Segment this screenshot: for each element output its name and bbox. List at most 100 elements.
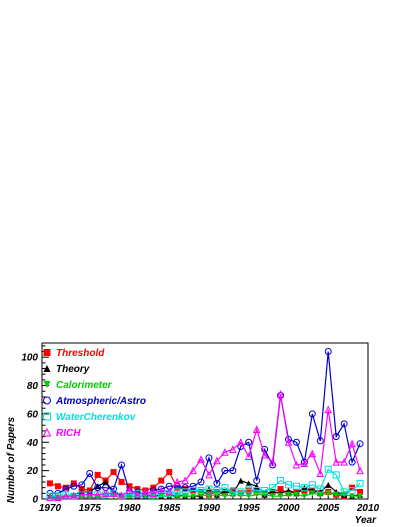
data-point (284, 481, 292, 489)
data-point (252, 425, 261, 434)
y-tick-label: 40 (26, 438, 39, 449)
legend-label: Calorimeter (56, 380, 113, 391)
data-point (356, 440, 364, 448)
data-point (333, 491, 340, 498)
data-point (197, 486, 205, 494)
data-point (181, 476, 189, 485)
data-point (54, 483, 61, 490)
data-point (229, 488, 237, 496)
data-point (133, 490, 142, 499)
legend-label: Theory (56, 364, 90, 375)
y-axis: 0 20 40 60 80 100 (21, 345, 49, 506)
data-point (157, 486, 166, 494)
data-point (189, 466, 197, 475)
data-point (237, 477, 244, 484)
data-point (253, 486, 261, 494)
data-point (308, 410, 316, 418)
data-point (348, 439, 356, 448)
data-point (356, 466, 364, 475)
data-point (349, 493, 356, 500)
data-point (229, 445, 237, 453)
y-axis-label: Number of Papers (6, 416, 17, 503)
data-point (86, 469, 94, 477)
plot-border (41, 342, 369, 500)
x-tick-label: 1985 (158, 503, 181, 514)
x-tick-label: 1970 (39, 503, 62, 514)
data-point (78, 481, 86, 489)
data-point (117, 492, 126, 500)
legend-item-rich: RICH (42, 427, 81, 439)
data-point (197, 478, 205, 486)
series-line (49, 479, 361, 499)
data-point (357, 493, 364, 500)
data-point (101, 489, 110, 497)
y-tick-label: 100 (21, 353, 38, 364)
data-point (277, 486, 284, 493)
data-point (269, 493, 276, 500)
data-point (158, 477, 165, 484)
data-point (205, 454, 213, 462)
y-tick-label: 60 (27, 409, 39, 420)
x-tick-label: 1975 (79, 503, 102, 514)
data-point (356, 479, 364, 487)
data-point (142, 487, 149, 494)
data-point (110, 469, 117, 476)
series-line (50, 468, 361, 497)
data-point (340, 420, 348, 428)
data-point (244, 452, 253, 460)
data-point (46, 493, 54, 502)
legend-label: WaterCherenkov (56, 412, 137, 423)
data-point (93, 490, 102, 499)
data-point (285, 491, 292, 498)
data-point (268, 458, 277, 466)
data-point (308, 481, 316, 489)
data-point (316, 485, 324, 493)
data-point (348, 458, 356, 466)
data-point (125, 486, 134, 494)
data-point (221, 484, 229, 492)
series-layer (46, 348, 364, 502)
data-point (118, 461, 126, 469)
data-point (62, 492, 70, 500)
data-point (300, 484, 308, 492)
data-point (221, 467, 229, 475)
data-point (213, 456, 221, 465)
data-point (292, 438, 300, 446)
data-point (260, 450, 269, 459)
data-point (118, 478, 125, 485)
data-point (94, 471, 101, 478)
data-point (173, 488, 181, 496)
data-point (197, 455, 205, 463)
data-point (149, 489, 158, 497)
data-point (308, 449, 317, 458)
legend-marker (43, 381, 51, 388)
legend: Threshold Theory Calorimeter Atmospheric/As… (42, 348, 146, 439)
data-point (54, 493, 62, 502)
series-line (50, 351, 361, 496)
legend-label: RICH (56, 428, 81, 439)
data-point (189, 486, 197, 494)
data-point (46, 492, 54, 500)
data-point (332, 433, 340, 441)
data-point (300, 459, 309, 468)
x-tick-label: 2010 (356, 503, 380, 514)
data-point (102, 491, 110, 499)
legend-item-watercherenkov: WaterCherenkov (43, 412, 137, 423)
data-point (213, 479, 221, 487)
legend-item-theory: Theory (43, 364, 90, 375)
data-point (205, 485, 213, 493)
data-point (62, 491, 70, 499)
series-line (50, 492, 360, 499)
data-point (316, 437, 324, 445)
plot-frame (41, 342, 369, 500)
legend-item-threshold: Threshold (43, 348, 105, 359)
data-point (77, 490, 86, 499)
data-point (221, 448, 229, 456)
data-point (324, 465, 332, 473)
data-point (213, 486, 221, 494)
data-point (253, 483, 260, 490)
data-point (324, 348, 332, 356)
series-rich (46, 389, 364, 502)
data-point (332, 471, 340, 479)
